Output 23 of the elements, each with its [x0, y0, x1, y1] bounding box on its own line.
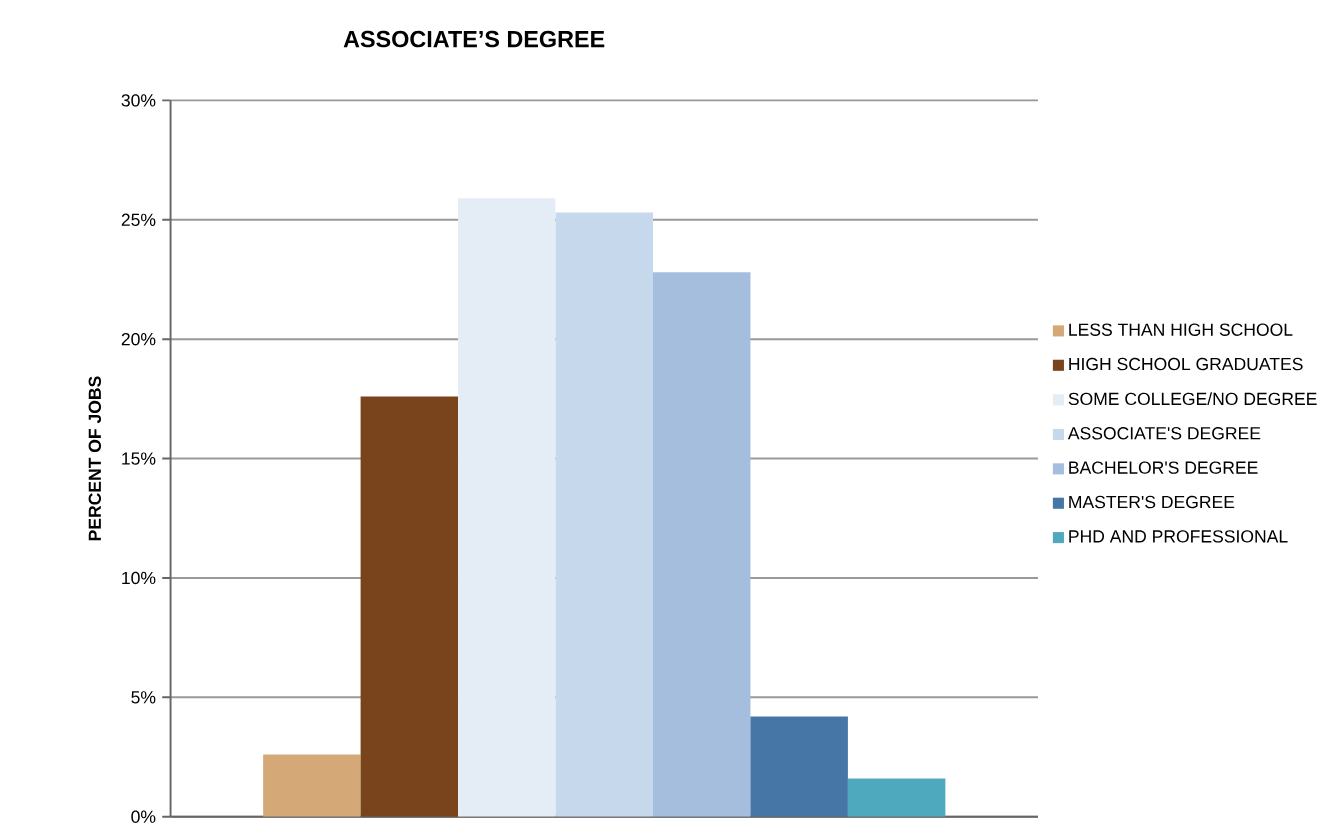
y-tick-label: 30% — [121, 93, 156, 107]
y-tick-label: 0% — [131, 810, 156, 823]
legend-label: BACHELOR'S DEGREE — [1069, 461, 1258, 474]
legend-label: PHD AND PROFESSIONAL — [1069, 529, 1288, 543]
y-axis-title: PERCENT OF JOBS — [88, 376, 102, 541]
y-tick-label: 10% — [122, 571, 156, 584]
legend-label: ASSOCIATE'S DEGREE — [1067, 426, 1261, 440]
bar — [750, 716, 848, 817]
y-tick-label: 15% — [122, 452, 156, 465]
y-tick-label: 25% — [121, 213, 156, 226]
chart-title: ASSOCIATE’S DEGREE — [343, 30, 605, 48]
legend-label: LESS THAN HIGH SCHOOL — [1069, 323, 1293, 336]
bar — [652, 272, 751, 817]
legend-label: SOME COLLEGE/NO DEGREE — [1068, 392, 1317, 405]
bar — [263, 754, 361, 817]
legend-label: MASTER'S DEGREE — [1069, 495, 1235, 509]
bar — [555, 212, 653, 817]
y-tick-label: 5% — [131, 690, 156, 704]
bar — [458, 198, 556, 817]
y-tick-label: 20% — [121, 332, 156, 346]
bar — [847, 778, 946, 817]
bar — [360, 396, 459, 817]
legend-label: HIGH SCHOOL GRADUATES — [1069, 357, 1303, 371]
